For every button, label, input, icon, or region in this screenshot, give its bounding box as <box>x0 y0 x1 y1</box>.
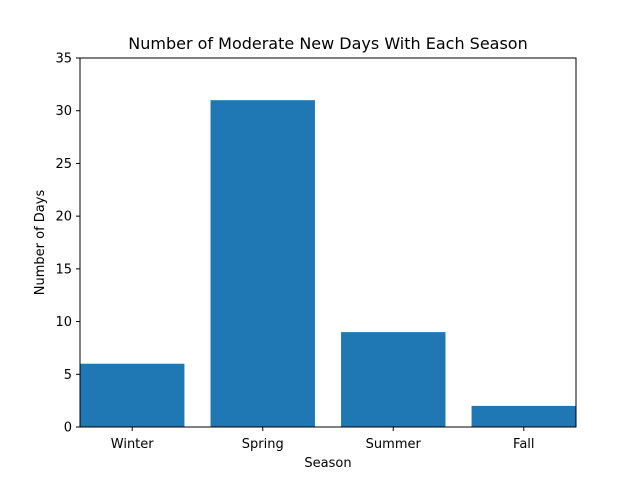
bar-spring <box>210 100 315 428</box>
x-tick-label: Summer <box>366 437 422 452</box>
bar-winter <box>80 363 185 427</box>
y-tick-label: 20 <box>55 210 72 225</box>
y-axis-label: Number of Days <box>33 190 48 296</box>
x-tick-label: Fall <box>513 437 534 452</box>
y-tick-label: 35 <box>55 52 72 67</box>
y-axis-ticks: 0 5 10 15 20 25 30 35 <box>55 52 80 436</box>
y-tick-label: 25 <box>55 157 72 172</box>
x-axis-label: Season <box>304 456 351 471</box>
x-tick-label: Winter <box>111 437 155 452</box>
plot-frame <box>79 57 577 428</box>
y-tick-label: 0 <box>64 421 72 436</box>
bar-summer <box>341 332 446 427</box>
x-axis-ticks: Winter Spring Summer Fall <box>111 427 535 452</box>
y-tick-label: 15 <box>55 262 72 277</box>
bar-fall <box>471 405 576 427</box>
x-tick-label: Spring <box>242 437 284 452</box>
chart-title: Number of Moderate New Days With Each Se… <box>128 34 527 53</box>
y-tick-label: 5 <box>64 368 72 383</box>
y-tick-label: 30 <box>55 104 72 119</box>
bar-group <box>80 100 576 428</box>
y-tick-label: 10 <box>55 315 72 330</box>
